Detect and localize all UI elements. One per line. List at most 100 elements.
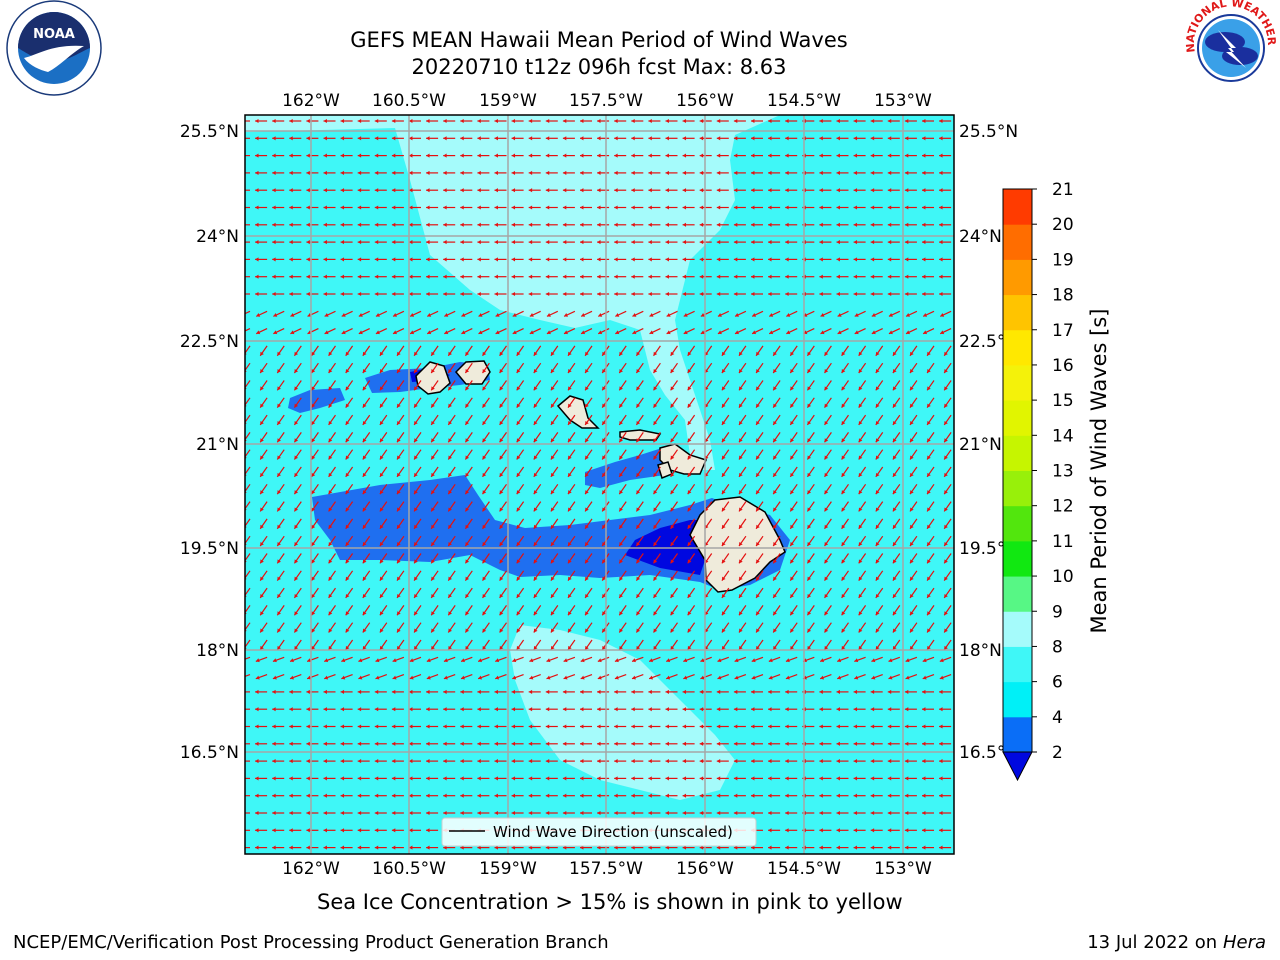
wave-arrow-head	[768, 257, 772, 262]
wave-arrow-head	[311, 403, 316, 408]
wave-arrow-head	[614, 759, 618, 764]
wave-arrow-head	[306, 689, 310, 694]
wave-arrow-head	[568, 438, 572, 443]
wave-arrow-head	[495, 675, 500, 680]
wave-arrow-head	[482, 593, 487, 598]
wave-arrow-head	[277, 593, 281, 598]
wave-arrow-head	[306, 828, 310, 833]
wave-arrow-head	[255, 707, 259, 712]
wave-arrow-head	[905, 675, 910, 680]
wave-arrow-head	[790, 351, 794, 356]
wave-arrow-head	[733, 776, 738, 781]
wave-arrow-head	[819, 741, 823, 746]
wave-arrow-head	[927, 524, 931, 529]
wave-arrow-head	[721, 472, 726, 477]
wave-arrow-head	[597, 707, 601, 712]
wave-arrow-head	[700, 675, 705, 680]
wave-arrow-head	[426, 205, 430, 210]
wave-arrow-head	[379, 490, 384, 495]
wave-arrow-head	[528, 707, 533, 712]
wave-arrow-head	[619, 369, 623, 374]
wave-arrow-head	[362, 576, 367, 581]
wave-arrow-head	[482, 507, 487, 512]
wave-arrow-head	[379, 403, 384, 408]
wave-arrow-head	[841, 420, 846, 425]
wave-arrow-head	[391, 274, 396, 279]
wave-arrow-head	[255, 257, 259, 262]
wave-arrow-head	[465, 611, 470, 616]
wave-arrow-head	[785, 741, 789, 746]
wave-arrow-head	[294, 576, 299, 581]
wave-arrow-head	[528, 724, 533, 729]
wave-arrow-head	[397, 611, 401, 616]
wave-arrow-head	[836, 810, 840, 816]
wave-arrow-head	[289, 707, 293, 712]
wave-arrow-head	[340, 793, 345, 798]
wave-arrow-head	[769, 330, 774, 335]
wave-arrow-head	[568, 490, 572, 495]
wave-arrow-head	[448, 369, 452, 374]
wave-arrow-head	[272, 205, 276, 210]
wave-arrow-head	[790, 593, 794, 598]
wave-arrow-head	[562, 845, 567, 850]
wave-arrow-head	[311, 645, 316, 650]
wave-arrow-head	[528, 291, 533, 297]
wave-arrow-head	[597, 274, 601, 279]
wave-arrow-head	[272, 658, 277, 663]
wave-arrow	[245, 310, 251, 315]
wave-arrow-head	[790, 559, 794, 564]
wave-arrow-head	[409, 810, 413, 816]
wave-arrow-head	[255, 136, 259, 141]
wave-arrow-head	[619, 386, 623, 391]
wave-arrow-head	[619, 438, 623, 443]
wave-arrow-head	[904, 759, 909, 764]
wave-arrow-head	[358, 658, 363, 663]
wave-arrow-head	[636, 369, 641, 374]
wave-arrow-head	[648, 118, 652, 124]
wave-arrow-head	[819, 793, 823, 798]
wave-arrow-head	[785, 845, 789, 850]
wave-arrow-head	[260, 559, 264, 564]
latitude-label: 19.5°N	[180, 539, 239, 559]
wave-arrow-head	[465, 628, 470, 633]
wave-arrow-head	[357, 845, 362, 850]
latitude-label: 24°N	[959, 227, 1002, 247]
wave-arrow-head	[614, 658, 619, 663]
wave-arrow-head	[516, 611, 521, 616]
wave-arrow-head	[858, 403, 863, 408]
wave-arrow-head	[374, 136, 379, 141]
wave-arrow-head	[289, 170, 293, 175]
wave-arrow-head	[653, 559, 658, 564]
wave-arrow-head	[306, 741, 310, 746]
wave-arrow-head	[562, 257, 567, 262]
wave-arrow-head	[277, 351, 281, 356]
wave-arrow-head	[533, 369, 538, 374]
wave-arrow-head	[670, 351, 675, 356]
wave-arrow-head	[807, 645, 812, 650]
wave-arrow-head	[494, 153, 498, 158]
wave-arrow-head	[465, 455, 470, 460]
wave-arrow-head	[619, 403, 623, 408]
wave-arrow-head	[528, 222, 533, 227]
wave-arrow-head	[887, 257, 892, 262]
wave-arrow-head	[670, 576, 675, 581]
wave-arrow-head	[910, 369, 914, 374]
wave-arrow-head	[739, 403, 743, 408]
wave-arrow-head	[345, 490, 350, 495]
colorbar-segment	[1003, 505, 1032, 542]
wave-arrow-head	[756, 628, 760, 633]
wave-arrow-head	[631, 291, 635, 297]
wave-arrow-head	[345, 351, 350, 356]
wave-arrow-head	[904, 741, 909, 746]
wave-arrow-head	[362, 611, 367, 616]
wave-arrow-head	[397, 420, 401, 425]
wave-arrow-head	[904, 793, 909, 798]
wave-arrow-head	[494, 274, 498, 279]
wave-arrow-head	[888, 313, 893, 317]
wave-arrow-head	[239, 313, 243, 317]
wave-arrow-head	[426, 240, 430, 245]
wave-arrow-head	[768, 188, 772, 193]
wave-arrow-head	[871, 330, 876, 335]
long-period-region-north	[245, 115, 780, 470]
wave-arrow-head	[768, 240, 772, 245]
